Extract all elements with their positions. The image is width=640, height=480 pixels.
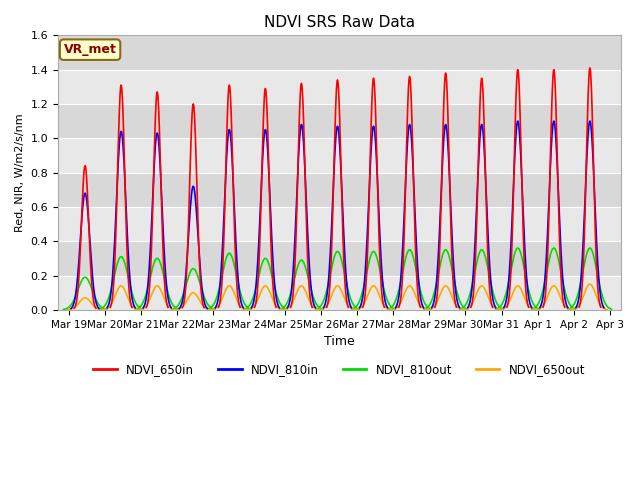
Y-axis label: Red, NIR, W/m2/s/nm: Red, NIR, W/m2/s/nm <box>15 113 25 232</box>
Text: VR_met: VR_met <box>63 43 116 56</box>
Bar <box>58 104 621 138</box>
Bar <box>58 276 621 310</box>
Bar <box>58 173 621 207</box>
Bar <box>58 70 621 104</box>
Bar <box>58 138 621 173</box>
Legend: NDVI_650in, NDVI_810in, NDVI_810out, NDVI_650out: NDVI_650in, NDVI_810in, NDVI_810out, NDV… <box>88 359 590 381</box>
X-axis label: Time: Time <box>324 335 355 348</box>
Bar <box>58 207 621 241</box>
Bar <box>58 241 621 276</box>
Bar <box>58 36 621 70</box>
Title: NDVI SRS Raw Data: NDVI SRS Raw Data <box>264 15 415 30</box>
